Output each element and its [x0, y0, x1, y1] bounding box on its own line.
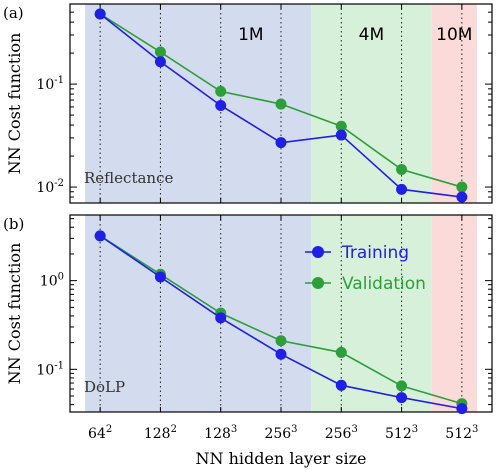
- y-tick-label: 100: [40, 272, 64, 290]
- region-label: 10M: [436, 25, 472, 45]
- y-axis-label: NN Cost function: [5, 33, 24, 175]
- data-point-training: [94, 230, 106, 242]
- region-band: [311, 215, 432, 412]
- panel-name: Reflectance: [84, 169, 173, 187]
- y-tick-label: 10-2: [36, 178, 64, 196]
- legend-label: Training: [341, 243, 409, 263]
- region-label: 1M: [238, 25, 263, 45]
- panel-label: (a): [3, 4, 24, 22]
- panel-label: (b): [3, 215, 24, 233]
- x-tick-label: 2563: [325, 424, 358, 442]
- data-point-training: [215, 99, 227, 111]
- region-band: [85, 215, 312, 412]
- data-point-training: [275, 137, 287, 149]
- x-tick-label: 1283: [204, 424, 237, 442]
- region-band: [431, 215, 477, 412]
- data-point-training: [396, 392, 408, 404]
- region-label: 4M: [359, 25, 384, 45]
- data-point-validation: [215, 85, 227, 97]
- data-point-validation: [456, 181, 468, 193]
- data-point-training: [456, 191, 468, 203]
- y-tick-label: 10-1: [36, 75, 64, 93]
- y-tick-label: 10-1: [36, 360, 64, 378]
- data-point-training: [154, 271, 166, 283]
- data-point-validation: [396, 380, 408, 392]
- panel-a: 1M 4M 10M 10-1 10-2 NN Cost function (a) Reflec…: [3, 3, 493, 204]
- data-point-validation: [396, 164, 408, 176]
- data-point-training: [335, 129, 347, 141]
- panel-b: 100 10-1 642 1282 1283 2563 2563 5123 5123 NN Cos…: [3, 214, 493, 468]
- data-point-training: [215, 312, 227, 324]
- data-point-validation: [335, 346, 347, 358]
- legend-marker: [312, 246, 324, 258]
- data-point-validation: [275, 335, 287, 347]
- data-point-training: [396, 183, 408, 195]
- x-tick-label: 642: [88, 424, 112, 442]
- data-point-validation: [154, 46, 166, 58]
- legend: Training Validation: [305, 243, 426, 294]
- data-point-training: [335, 379, 347, 391]
- data-point-validation: [335, 120, 347, 132]
- region-band: [311, 4, 432, 203]
- data-point-training: [275, 348, 287, 360]
- data-point-training: [456, 403, 468, 415]
- legend-label: Validation: [342, 274, 426, 294]
- x-tick-label: 5123: [385, 424, 418, 442]
- legend-marker: [312, 277, 324, 289]
- x-axis-label: NN hidden layer size: [196, 449, 367, 468]
- x-tick-label: 5123: [445, 424, 478, 442]
- x-tick-label: 1282: [144, 424, 177, 442]
- x-tick-label: 2563: [264, 424, 297, 442]
- y-axis-label: NN Cost function: [5, 243, 24, 385]
- region-band: [431, 4, 477, 203]
- data-point-validation: [275, 98, 287, 110]
- region-band: [85, 4, 312, 203]
- data-point-training: [154, 56, 166, 68]
- panel-name: DoLP: [84, 378, 125, 396]
- data-point-training: [94, 8, 106, 20]
